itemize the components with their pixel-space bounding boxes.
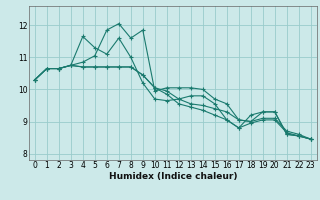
X-axis label: Humidex (Indice chaleur): Humidex (Indice chaleur) [108,172,237,181]
